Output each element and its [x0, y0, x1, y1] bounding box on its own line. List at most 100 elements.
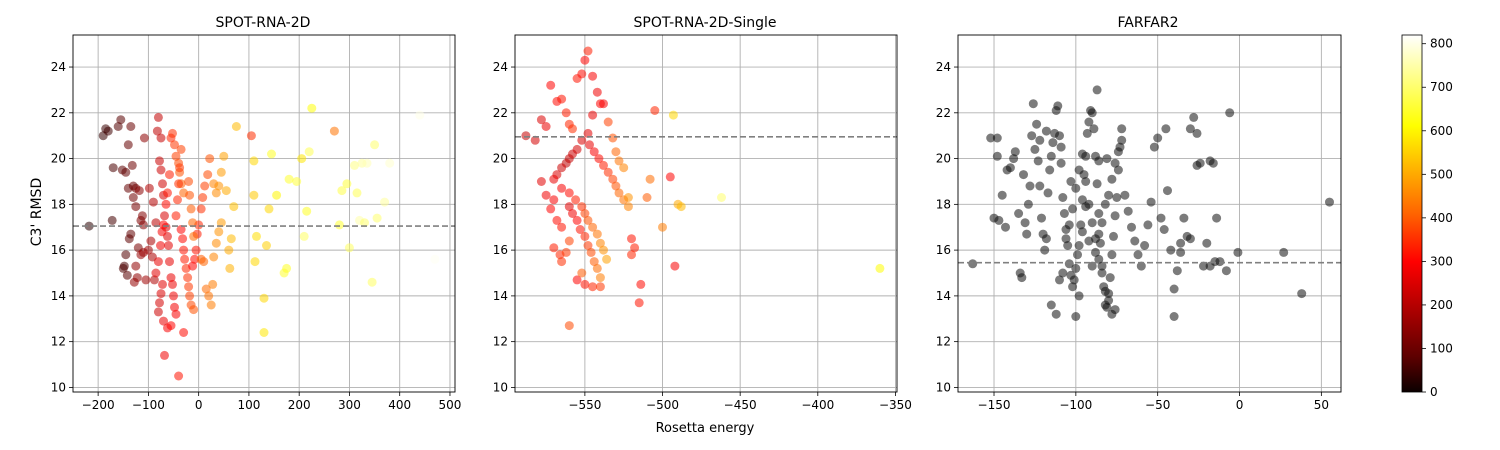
data-point — [1233, 247, 1243, 257]
data-point — [118, 263, 128, 273]
data-point — [1028, 99, 1038, 109]
x-tick-label: 0 — [1236, 398, 1244, 412]
data-point — [164, 241, 173, 250]
data-point — [129, 277, 139, 287]
data-point — [372, 213, 382, 223]
data-point — [577, 69, 587, 79]
data-point — [151, 218, 161, 228]
data-point — [1071, 312, 1081, 321]
data-point — [184, 282, 194, 292]
data-point — [611, 147, 621, 157]
data-point — [592, 229, 602, 239]
data-point — [126, 122, 136, 131]
data-point — [1027, 131, 1037, 141]
data-point — [1084, 117, 1094, 127]
data-point — [304, 147, 314, 157]
data-point — [169, 291, 178, 301]
data-point — [176, 144, 186, 154]
data-point — [561, 247, 571, 257]
data-point — [1071, 263, 1081, 273]
data-point — [185, 291, 195, 301]
data-point — [1040, 245, 1050, 255]
x-tick-label: −450 — [724, 398, 757, 412]
x-tick-label: −350 — [879, 398, 912, 412]
data-point — [171, 151, 181, 161]
data-point — [1041, 126, 1051, 136]
data-point — [216, 218, 226, 228]
data-point — [588, 71, 598, 81]
data-point — [126, 229, 136, 239]
data-point — [564, 188, 574, 198]
data-point — [627, 234, 636, 244]
data-point — [1064, 259, 1074, 269]
data-point — [1081, 177, 1091, 186]
data-point — [103, 126, 113, 136]
data-point — [170, 140, 179, 150]
data-point — [1127, 222, 1136, 232]
data-point — [191, 245, 201, 255]
data-point — [307, 103, 317, 113]
data-point — [1010, 147, 1020, 157]
data-point — [1169, 284, 1179, 294]
data-point — [246, 131, 256, 141]
data-point — [1048, 138, 1058, 148]
data-point — [1202, 238, 1212, 248]
data-point — [123, 140, 133, 150]
data-point — [131, 261, 141, 271]
data-point — [1014, 209, 1024, 218]
data-point — [153, 257, 163, 267]
data-point — [1082, 128, 1092, 138]
data-point — [166, 321, 176, 331]
y-tick-label: 14 — [51, 289, 66, 303]
data-point — [1084, 236, 1094, 246]
data-point — [1094, 229, 1104, 239]
colorbar-tick-label: 0 — [1430, 385, 1438, 399]
data-point — [160, 350, 169, 360]
data-point — [1100, 286, 1110, 296]
y-tick-label: 10 — [493, 380, 508, 394]
data-point — [156, 289, 166, 299]
data-point — [1094, 209, 1104, 218]
data-point — [1074, 241, 1084, 250]
colorbar-tick-label: 200 — [1430, 298, 1453, 312]
data-point — [201, 284, 211, 294]
data-point — [1163, 186, 1172, 196]
data-point — [108, 163, 118, 173]
data-point — [1199, 261, 1208, 271]
data-point — [623, 202, 633, 212]
data-point — [249, 156, 259, 166]
data-point — [141, 275, 151, 285]
x-tick-label: 400 — [388, 398, 411, 412]
data-point — [992, 133, 1002, 143]
data-point — [676, 202, 686, 212]
data-point — [1046, 300, 1056, 310]
data-point — [337, 186, 347, 196]
data-point — [1192, 128, 1202, 138]
data-point — [189, 231, 199, 241]
data-point — [1077, 227, 1087, 237]
data-point — [1179, 213, 1189, 223]
data-point — [344, 243, 354, 253]
data-point — [1025, 181, 1035, 191]
data-point — [546, 204, 556, 214]
data-point — [1061, 234, 1071, 244]
data-point — [1153, 133, 1163, 143]
data-point — [1064, 220, 1074, 230]
data-point — [350, 160, 359, 170]
panel-title: SPOT-RNA-2D-Single — [634, 15, 777, 31]
data-point — [1005, 163, 1015, 173]
data-point — [264, 204, 274, 214]
data-point — [557, 257, 567, 267]
data-point — [608, 133, 618, 143]
data-point — [199, 257, 209, 267]
data-point — [658, 222, 667, 232]
data-point — [580, 209, 590, 218]
data-point — [1055, 275, 1064, 285]
data-point — [180, 254, 190, 264]
plot-frame — [957, 34, 1342, 393]
data-point — [634, 298, 644, 308]
data-point — [208, 279, 218, 289]
data-point — [143, 245, 153, 255]
data-point — [178, 234, 188, 244]
data-point — [157, 227, 167, 237]
